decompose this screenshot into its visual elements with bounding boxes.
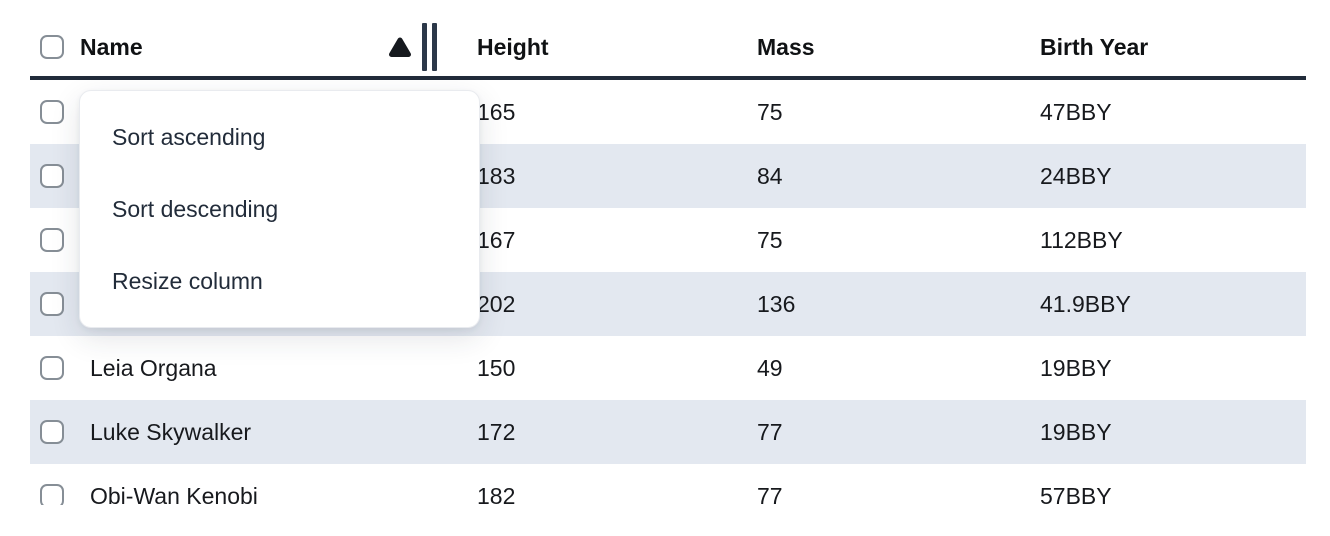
row-checkbox[interactable] (40, 292, 64, 316)
column-header-birth-year[interactable]: Birth Year (1020, 18, 1306, 76)
row-checkbox[interactable] (40, 484, 64, 505)
mass-cell: 75 (757, 98, 783, 125)
column-header-name-label: Name (80, 33, 143, 60)
table-row: Obi-Wan Kenobi 182 77 57BBY (30, 464, 1306, 505)
height-cell: 202 (477, 290, 516, 317)
height-cell: 182 (477, 482, 516, 506)
height-cell: 172 (477, 418, 516, 445)
column-context-menu: Sort ascending Sort descending Resize co… (79, 90, 480, 328)
row-checkbox[interactable] (40, 420, 64, 444)
birth-year-cell: 19BBY (1040, 418, 1112, 445)
birth-year-cell: 47BBY (1040, 98, 1112, 125)
birth-year-cell: 112BBY (1040, 226, 1123, 253)
select-all-cell (30, 18, 80, 76)
height-cell: 183 (477, 162, 516, 189)
table-row: Leia Organa 150 49 19BBY (30, 336, 1306, 400)
mass-cell: 77 (757, 482, 783, 506)
table-row: 165 75 47BBY (30, 80, 1306, 144)
column-header-name[interactable]: Name (80, 18, 455, 76)
row-checkbox[interactable] (40, 356, 64, 380)
height-cell: 167 (477, 226, 516, 253)
table-row: 167 75 112BBY (30, 208, 1306, 272)
sort-ascending-icon (388, 36, 412, 58)
column-resize-handle[interactable] (422, 23, 437, 71)
menu-item-resize-column[interactable]: Resize column (112, 268, 263, 294)
mass-cell: 75 (757, 226, 783, 253)
row-checkbox[interactable] (40, 164, 64, 188)
mass-cell: 49 (757, 354, 783, 381)
row-checkbox[interactable] (40, 228, 64, 252)
menu-item-sort-ascending[interactable]: Sort ascending (112, 124, 266, 150)
mass-cell: 84 (757, 162, 783, 189)
birth-year-cell: 57BBY (1040, 482, 1112, 506)
menu-item-sort-descending[interactable]: Sort descending (112, 196, 279, 222)
birth-year-cell: 41.9BBY (1040, 290, 1131, 317)
select-all-checkbox[interactable] (40, 35, 64, 59)
birth-year-cell: 24BBY (1040, 162, 1112, 189)
birth-year-cell: 19BBY (1040, 354, 1112, 381)
column-header-mass-label: Mass (757, 33, 815, 60)
column-header-mass[interactable]: Mass (737, 18, 1020, 76)
name-cell: Obi-Wan Kenobi (90, 482, 258, 506)
column-header-height-label: Height (477, 33, 549, 60)
table-row: Luke Skywalker 172 77 19BBY (30, 400, 1306, 464)
name-cell: Luke Skywalker (90, 418, 252, 445)
column-header-height[interactable]: Height (455, 18, 737, 76)
height-cell: 150 (477, 354, 516, 381)
table-header-row: Name Height Mass Birth Year (30, 18, 1306, 80)
height-cell: 165 (477, 98, 516, 125)
name-cell: Leia Organa (90, 354, 217, 381)
row-checkbox[interactable] (40, 100, 64, 124)
mass-cell: 136 (757, 290, 796, 317)
column-header-birth-year-label: Birth Year (1040, 33, 1149, 60)
mass-cell: 77 (757, 418, 783, 445)
